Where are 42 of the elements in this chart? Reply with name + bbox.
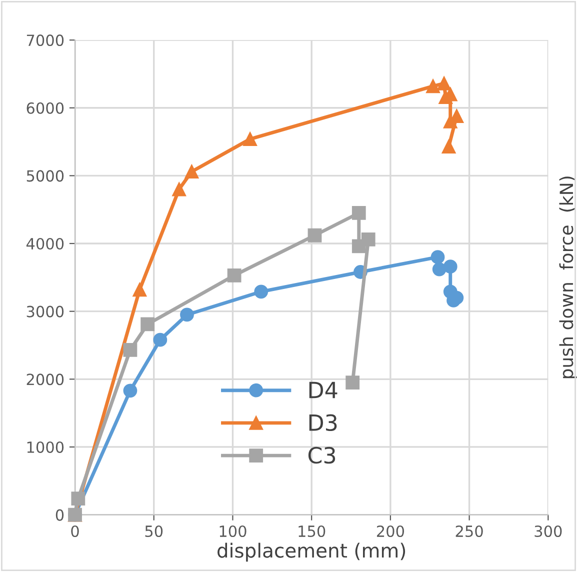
- x-tick-label: 0: [71, 525, 79, 538]
- legend-label: D3: [309, 414, 337, 432]
- point: [153, 332, 168, 347]
- point: [426, 79, 440, 94]
- point: [442, 140, 456, 154]
- y-tick-label: 2000: [26, 374, 64, 386]
- point: [361, 232, 376, 246]
- point: [184, 164, 199, 179]
- x-tick-label: 50: [145, 525, 163, 538]
- x-axis-title: displacement (mm): [218, 542, 406, 562]
- point: [180, 308, 194, 322]
- point: [430, 250, 445, 264]
- legend-label: C3: [308, 446, 336, 464]
- x-tick-label: 200: [376, 525, 404, 538]
- point: [132, 282, 147, 297]
- x-tick-label: 150: [298, 525, 326, 538]
- y-tick-label: 6000: [26, 102, 64, 114]
- y-tick-label: 0: [56, 509, 64, 521]
- point: [172, 182, 186, 196]
- point: [254, 284, 268, 299]
- point: [243, 132, 258, 146]
- y-tick-label: 1000: [27, 441, 64, 453]
- legend-label: D4: [309, 382, 338, 398]
- y-tick-label: 3000: [26, 306, 64, 318]
- y-tick-label: 5000: [26, 170, 64, 182]
- point: [437, 76, 452, 90]
- point: [227, 268, 242, 282]
- point: [123, 384, 138, 398]
- point: [308, 228, 322, 242]
- point: [140, 317, 155, 332]
- point: [443, 260, 458, 274]
- x-tick-label: 300: [534, 525, 562, 538]
- point: [346, 376, 360, 390]
- y-tick-label: 4000: [26, 238, 64, 250]
- point: [432, 262, 446, 276]
- y-tick-label: 7000: [26, 34, 64, 46]
- point: [352, 206, 366, 220]
- y-axis-title: push down force (kN): [559, 176, 577, 378]
- point: [71, 492, 86, 506]
- x-tick-label: 250: [456, 525, 483, 538]
- x-tick-label: 100: [220, 525, 246, 538]
- point: [123, 343, 138, 357]
